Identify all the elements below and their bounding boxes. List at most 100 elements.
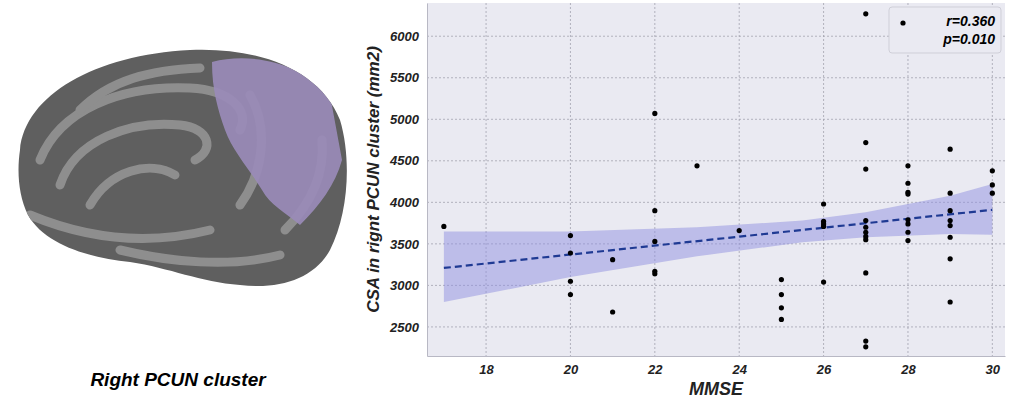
gyrus (90, 168, 175, 205)
data-point (737, 228, 742, 233)
grid-line-y (427, 326, 1005, 327)
pcun-region (212, 58, 342, 225)
legend-box (889, 7, 1001, 53)
tick-label: 5000 (390, 112, 420, 127)
data-point (948, 299, 953, 304)
tick: 28 (900, 356, 916, 377)
grid-line-y (427, 160, 1005, 161)
data-point (905, 230, 910, 235)
tick: 5000 (390, 112, 427, 127)
panel-title: Right PCUN cluster (90, 369, 267, 390)
tick: 20 (563, 356, 579, 377)
axis-line (427, 4, 428, 357)
grid-line-x (907, 3, 908, 356)
data-point (863, 270, 868, 275)
data-point (948, 191, 953, 196)
grid (427, 3, 1005, 356)
data-point (863, 344, 868, 349)
figure: Right PCUN cluster 18 20 22 24 26 28 30 2500 3000… (0, 0, 1010, 401)
data-point (990, 191, 995, 196)
plot-marks (441, 11, 995, 349)
tick: 2500 (389, 320, 427, 335)
brain-gyri (30, 58, 342, 262)
data-point (863, 140, 868, 145)
tick: 6000 (390, 29, 427, 44)
grid-line-x (654, 3, 655, 356)
tick: 30 (986, 356, 1001, 377)
plot-background (427, 3, 1005, 356)
tick: 3500 (390, 237, 427, 252)
grid-line-y (427, 119, 1005, 120)
legend-label: r=0.360 (946, 13, 995, 29)
gyrus (30, 215, 210, 238)
data-point (694, 163, 699, 168)
tick-label: 28 (900, 362, 916, 377)
gyrus (80, 68, 200, 110)
data-point (948, 256, 953, 261)
data-point (905, 163, 910, 168)
brain-illustration (19, 50, 347, 286)
data-point (652, 208, 657, 213)
data-point (441, 224, 446, 229)
data-point (990, 168, 995, 173)
legend-label: p=0.010 (942, 31, 995, 47)
data-point (990, 182, 995, 187)
data-point (652, 111, 657, 116)
data-point (568, 250, 573, 255)
data-point (610, 257, 615, 262)
x-axis: 18 20 22 24 26 28 30 (428, 356, 1006, 377)
tick-label: 26 (816, 362, 832, 377)
data-point (821, 224, 826, 229)
data-point (863, 237, 868, 242)
tick-label: 3000 (390, 278, 420, 293)
tick-label: 20 (563, 362, 579, 377)
data-point (568, 292, 573, 297)
data-point (779, 305, 784, 310)
data-point (821, 201, 826, 206)
tick-label: 6000 (390, 29, 420, 44)
data-point (863, 225, 868, 230)
brain-surface (19, 50, 347, 286)
data-point (863, 218, 868, 223)
data-point (863, 167, 868, 172)
data-point (568, 279, 573, 284)
tick: 5500 (390, 70, 427, 85)
data-point (863, 11, 868, 16)
data-point (905, 221, 910, 226)
data-point (652, 239, 657, 244)
tick: 18 (479, 356, 494, 377)
tick-label: 30 (986, 362, 1001, 377)
data-point (821, 279, 826, 284)
data-point (905, 181, 910, 186)
confidence-band (444, 184, 992, 302)
tick-label: 2500 (389, 320, 420, 335)
data-point (779, 277, 784, 282)
data-point (779, 292, 784, 297)
data-point (948, 147, 953, 152)
tick-label: 4500 (389, 153, 420, 168)
tick: 24 (731, 356, 747, 377)
tick: 22 (647, 356, 663, 377)
tick-label: 4000 (389, 195, 420, 210)
data-point (948, 208, 953, 213)
grid-line-x (739, 3, 740, 356)
data-point (948, 235, 953, 240)
legend-marker (900, 20, 905, 25)
regression-line (444, 210, 992, 268)
data-point (610, 309, 615, 314)
data-point (948, 218, 953, 223)
y-axis: 2500 3000 3500 4000 4500 5000 5500 6000 (389, 4, 427, 357)
gyrus (120, 250, 280, 262)
data-point (863, 338, 868, 343)
data-point (568, 233, 573, 238)
x-axis-title: MMSE (689, 379, 744, 399)
grid-line-x (992, 3, 993, 356)
y-axis-title: CSA in rignt PCUN cluster (mm2) (364, 46, 383, 313)
tick-label: 24 (731, 362, 747, 377)
grid-line-x (823, 3, 824, 356)
tick: 26 (816, 356, 832, 377)
axis-line (428, 356, 1006, 357)
data-point (779, 317, 784, 322)
grid-line-x (570, 3, 571, 356)
tick-label: 22 (647, 362, 663, 377)
